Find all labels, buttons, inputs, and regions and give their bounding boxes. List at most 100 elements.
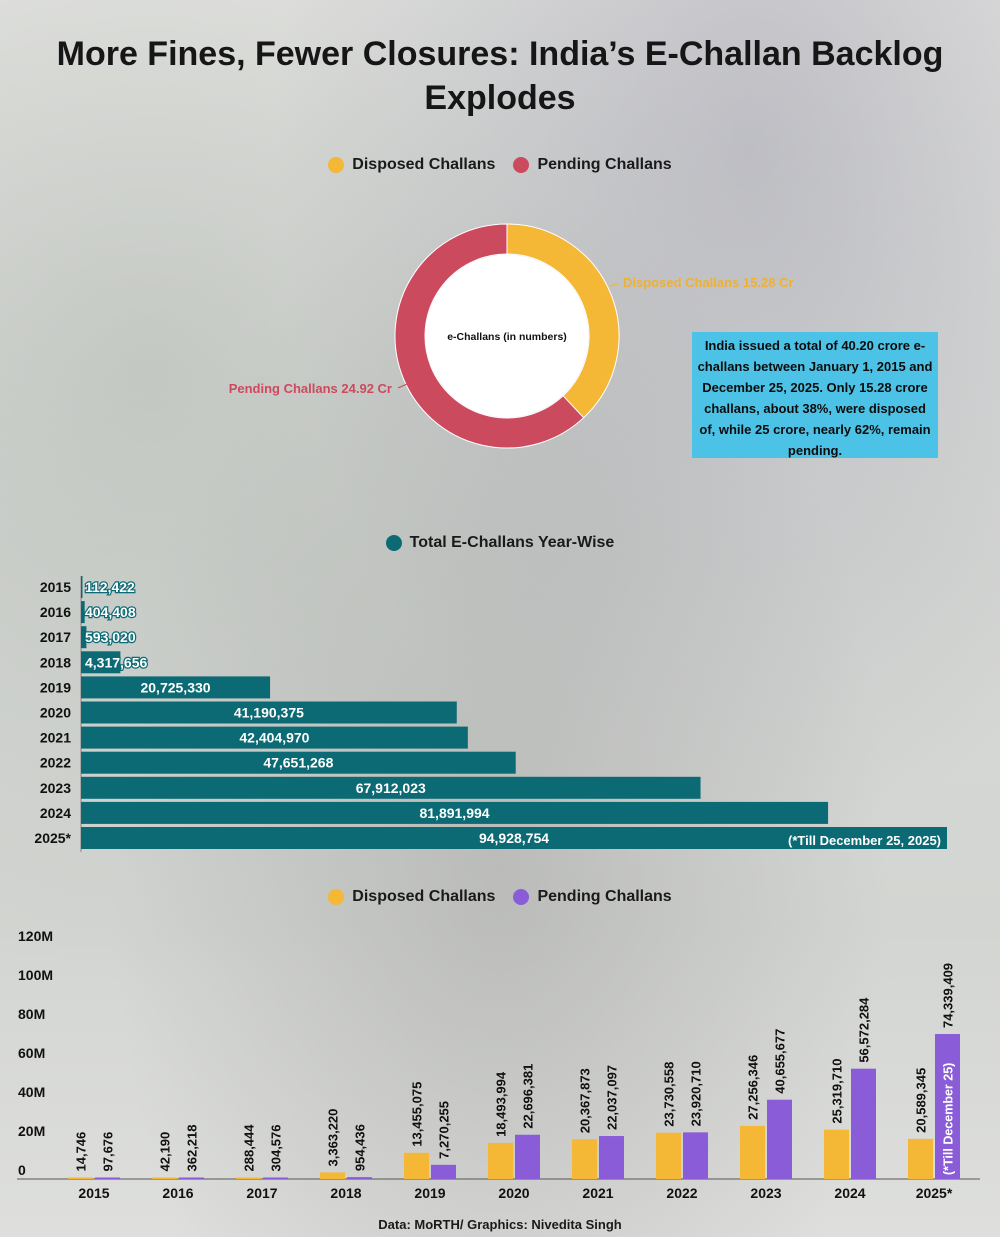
donut-chart: e-Challans (in numbers) Disposed Challan… <box>229 223 794 449</box>
pending-bar-2018 <box>347 1177 372 1179</box>
legend-dot-disposed-2 <box>328 889 345 905</box>
vbar-value-label: 13,455,075 <box>410 1082 425 1147</box>
vbar-value-label: 288,444 <box>242 1124 257 1172</box>
pending-slice-label: Pending Challans 24.92 Cr <box>229 381 392 396</box>
pending-bar-2020 <box>515 1134 540 1179</box>
pending-bar-2023 <box>767 1099 792 1179</box>
pending-bar-2021 <box>599 1136 624 1179</box>
hbar-annotation: (*Till December 25, 2025) <box>788 833 941 848</box>
donut-slice-pending <box>394 223 585 449</box>
vbar-value-label: 3,363,220 <box>326 1109 341 1167</box>
source-credit: Data: MoRTH/ Graphics: Nivedita Singh <box>378 1217 622 1232</box>
disposed-bar-2023 <box>740 1125 765 1179</box>
vbar-value-label: 74,339,409 <box>941 963 956 1028</box>
hbar-year-label: 2021 <box>40 730 71 746</box>
hbar-value-label: 42,404,970 <box>239 730 309 746</box>
x-category-label: 2015 <box>78 1185 109 1201</box>
hbar-year-label: 2023 <box>40 780 71 796</box>
hbar-value-label: 94,928,754 <box>479 830 549 846</box>
y-tick-label: 40M <box>18 1084 45 1100</box>
y-tick-label: 60M <box>18 1045 45 1061</box>
hbar-2022 <box>81 751 516 774</box>
hbar-year-label: 2019 <box>40 679 71 695</box>
vbar-value-label: 14,746 <box>74 1132 89 1172</box>
legend-dot-pending-2 <box>513 889 530 905</box>
hbar-2018 <box>81 651 121 674</box>
hbar-value-label: 67,912,023 <box>356 780 426 796</box>
hbar-2019 <box>81 676 271 699</box>
x-category-label: 2019 <box>414 1185 445 1201</box>
vbar-value-label: 20,367,873 <box>578 1068 593 1133</box>
hbar-2021 <box>81 726 468 749</box>
disposed-bar-2022 <box>656 1132 681 1179</box>
x-category-label: 2024 <box>834 1185 865 1201</box>
x-category-label: 2017 <box>246 1185 277 1201</box>
pending-bar-2016 <box>179 1177 204 1179</box>
donut-slice-disposed <box>506 223 620 419</box>
vbar-value-label: 23,730,558 <box>662 1062 677 1127</box>
vbar-value-label: 23,920,710 <box>689 1061 704 1126</box>
donut-legend: Disposed Challans Pending Challans <box>0 156 1000 174</box>
donut-hole <box>425 254 589 418</box>
legend-item-pending-2: Pending Challans <box>513 888 672 906</box>
donut-center-label: e-Challans (in numbers) <box>447 331 567 343</box>
hbar-year-label: 2015 <box>40 579 71 595</box>
hbar-value-label: 404,408 <box>85 604 136 620</box>
disposed-bar-2017 <box>236 1177 261 1179</box>
legend-label-disposed-2: Disposed Challans <box>352 888 496 905</box>
vbar-value-label: 18,493,994 <box>494 1071 509 1137</box>
disposed-bar-2018 <box>320 1172 345 1179</box>
vbar-value-label: 56,572,284 <box>857 997 872 1063</box>
legend-label-pending: Pending Challans <box>537 156 672 173</box>
pending-bar-2015 <box>95 1177 120 1179</box>
hbar-2016 <box>81 601 85 624</box>
disposed-leader-line <box>609 282 621 287</box>
disposed-slice-label: Disposed Challans 15.28 Cr <box>623 275 794 290</box>
pending-bar-2024 <box>851 1068 876 1179</box>
vbar-value-label: 25,319,710 <box>830 1059 845 1124</box>
x-category-label: 2020 <box>498 1185 529 1201</box>
pending-bar-2017 <box>263 1177 288 1179</box>
x-category-label: 2016 <box>162 1185 193 1201</box>
hbar-year-label: 2016 <box>40 604 71 620</box>
total-echallans-bar-chart: 2015 112,422 2016 404,408 2017 593,020 2018 4,3… <box>34 576 947 853</box>
y-tick-label: 0 <box>18 1162 26 1178</box>
total-legend: Total E-Challans Year-Wise <box>0 534 1000 552</box>
hbar-value-label: 112,422 <box>85 579 135 595</box>
vbar-value-label: 40,655,677 <box>773 1029 788 1094</box>
vbar-value-label: 97,676 <box>101 1132 116 1172</box>
hbar-value-label: 47,651,268 <box>263 755 333 771</box>
disposed-bar-2024 <box>824 1129 849 1179</box>
info-box: India issued a total of 40.20 crore e-ch… <box>692 332 938 458</box>
disposed-bar-2019 <box>404 1152 429 1179</box>
hbar-2017 <box>81 626 87 649</box>
legend-dot-total <box>385 535 402 551</box>
vbar-value-label: 7,270,255 <box>437 1101 452 1159</box>
hbar-year-label: 2018 <box>40 654 71 670</box>
legend-dot-disposed <box>328 157 345 173</box>
hbar-year-label: 2017 <box>40 629 71 645</box>
grouped-legend: Disposed Challans Pending Challans <box>0 888 1000 906</box>
pending-bar-2025* <box>935 1034 960 1179</box>
y-tick-label: 100M <box>18 967 53 983</box>
hbar-2024 <box>81 801 829 824</box>
legend-dot-pending <box>513 157 530 173</box>
hbar-value-label: 593,020 <box>85 629 136 645</box>
hbar-year-label: 2025* <box>34 830 71 846</box>
disposed-bar-2016 <box>152 1177 177 1179</box>
pending-bar-2022 <box>683 1132 708 1179</box>
legend-item-disposed-2: Disposed Challans <box>328 888 495 906</box>
legend-label-total: Total E-Challans Year-Wise <box>409 534 615 551</box>
hbar-2015 <box>81 576 83 598</box>
disposed-bar-2021 <box>572 1139 597 1179</box>
x-category-label: 2023 <box>750 1185 781 1201</box>
vbar-annotation: (*Till December 25) <box>942 1063 956 1175</box>
disposed-bar-2020 <box>488 1142 513 1179</box>
vbar-value-label: 27,256,346 <box>746 1055 761 1120</box>
hbar-2023 <box>81 776 701 799</box>
vbar-value-label: 22,037,097 <box>605 1065 620 1130</box>
vbar-value-label: 954,436 <box>353 1124 368 1171</box>
vbar-value-label: 20,589,345 <box>914 1068 929 1133</box>
